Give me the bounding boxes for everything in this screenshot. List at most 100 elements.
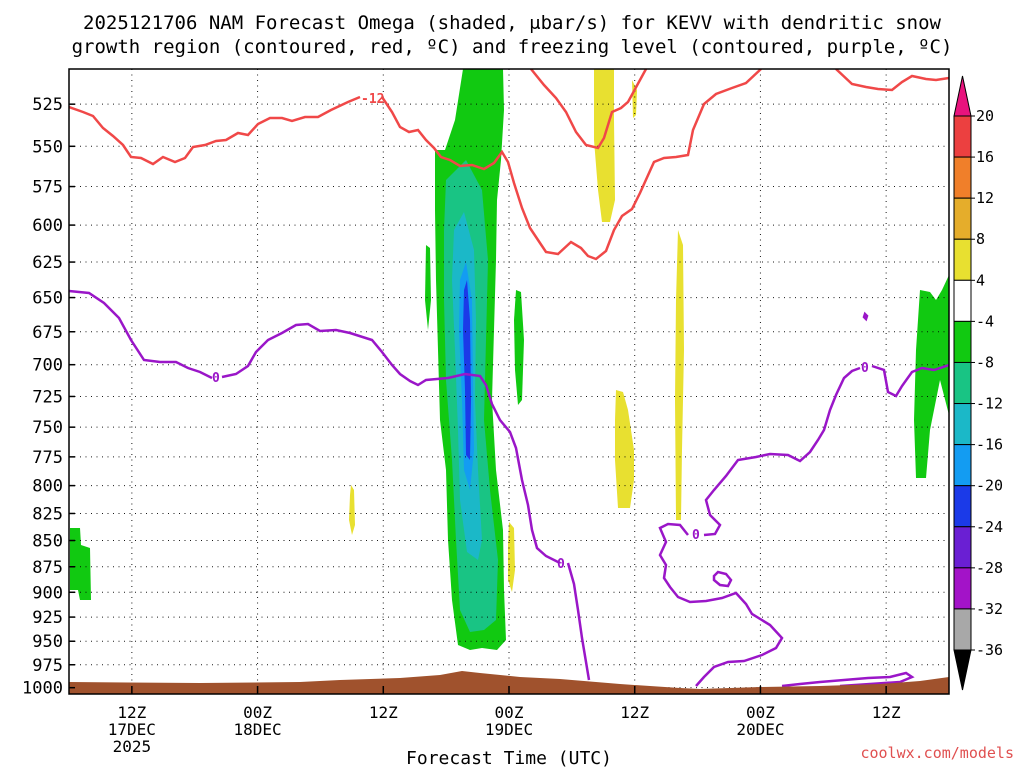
y-tick-label: 700 (32, 356, 63, 376)
dgz-contour-line-2 (380, 69, 762, 261)
x-tick-label: 12Z (369, 703, 398, 722)
y-tick-label: 775 (32, 448, 63, 468)
colorbar-label: -12 (976, 395, 1003, 413)
dgz-contour-label: -12 (361, 92, 384, 107)
y-tick-label: 600 (32, 216, 63, 236)
omega-area-green-mid (514, 290, 524, 405)
x-tick-label: 12Z (872, 703, 901, 722)
colorbar-top-triangle (953, 75, 972, 117)
y-tick-label: 975 (32, 656, 63, 676)
y-tick-label: 550 (32, 137, 63, 157)
dgz-contour-line-3 (530, 69, 648, 150)
freezing-contour-line-7 (712, 570, 733, 588)
colorbar-box (953, 115, 972, 158)
freezing-contour-line-1 (69, 289, 213, 380)
omega-area-green-right (914, 275, 949, 478)
y-axis: 525 550 575 600 625 650 675 700 725 750 775 800 825 8… (22, 95, 75, 699)
colorbar-box (953, 403, 972, 446)
x-axis-label: Forecast Time (UTC) (406, 748, 612, 768)
freezing-contour-label-1: 0 (212, 371, 220, 386)
chart-title-line2: growth region (contoured, red, ºC) and f… (72, 36, 953, 58)
colorbar-box (953, 238, 972, 281)
colorbar-label: 8 (976, 230, 985, 248)
colorbar-label: -20 (976, 477, 1003, 495)
x-tick-label: 18DEC (233, 720, 281, 739)
colorbar-label: -8 (976, 353, 994, 371)
y-tick-label: 725 (32, 387, 63, 407)
omega-area-yellow-5 (349, 485, 355, 535)
y-tick-label: 650 (32, 289, 63, 309)
freezing-contour-line-5 (703, 366, 861, 537)
freezing-contour-label-2: 0 (557, 557, 565, 572)
ground-terrain (69, 671, 949, 694)
colorbar-box (953, 156, 972, 199)
colorbar-label: 16 (976, 148, 994, 166)
freezing-contour-line-8 (781, 671, 915, 688)
omega-area-yellow-1 (594, 69, 615, 222)
colorbar-label: 20 (976, 107, 994, 125)
omega-shading (70, 69, 949, 650)
x-tick-label: 12Z (117, 703, 146, 722)
y-tick-label: 925 (32, 608, 63, 628)
colorbar-box (953, 320, 972, 363)
omega-area-green-small (425, 245, 431, 330)
y-tick-label: 825 (32, 504, 63, 524)
y-tick-label: 625 (32, 253, 63, 273)
freezing-level-contours (69, 289, 949, 688)
y-tick-label: 800 (32, 477, 63, 497)
y-tick-label: 950 (32, 632, 63, 652)
x-tick-label: 00Z (495, 703, 524, 722)
y-tick-label: 850 (32, 532, 63, 552)
freezing-contour-line-4 (658, 522, 784, 687)
freezing-contour-line-3 (566, 562, 591, 681)
colorbar-box (953, 279, 972, 322)
colorbar-box (953, 526, 972, 569)
x-tick-label: 00Z (243, 703, 272, 722)
x-tick-label: 19DEC (485, 720, 533, 739)
x-tick-label: 00Z (746, 703, 775, 722)
colorbar-box (953, 197, 972, 240)
y-tick-label: 575 (32, 178, 63, 198)
y-tick-label: 1000 (22, 679, 63, 699)
dgz-contour-line-4 (835, 69, 949, 92)
omega-area-yellow-3 (675, 230, 684, 520)
colorbar-label: -28 (976, 559, 1003, 577)
colorbar-label: 12 (976, 189, 994, 207)
colorbar-box (953, 567, 972, 610)
watermark: coolwx.com/models (860, 744, 1014, 762)
y-tick-label: 900 (32, 583, 63, 603)
colorbar-label: -4 (976, 312, 994, 330)
freezing-contour-label-3: 0 (692, 528, 700, 543)
colorbar-box (953, 361, 972, 405)
dgz-contour-line-1 (69, 95, 361, 166)
y-tick-label: 750 (32, 418, 63, 438)
chart-title-line1: 2025121706 NAM Forecast Omega (shaded, μ… (83, 12, 941, 34)
dgz-contours (69, 69, 949, 261)
x-tick-label: 12Z (620, 703, 649, 722)
y-tick-label: 875 (32, 558, 63, 578)
x-tick-label: 2025 (113, 737, 152, 756)
colorbar-bottom-triangle (953, 649, 972, 691)
freezing-contour-line-9 (862, 311, 869, 322)
colorbar-label: -32 (976, 600, 1003, 618)
omega-area-green-left (70, 528, 91, 600)
colorbar-label: -24 (976, 518, 1003, 536)
freezing-contour-line-6 (871, 363, 949, 398)
x-tick-label: 17DEC (108, 720, 156, 739)
omega-area-yellow-6 (508, 522, 515, 592)
colorbar-label: -16 (976, 436, 1003, 454)
freezing-contour-label-4: 0 (861, 361, 869, 376)
y-tick-label: 675 (32, 323, 63, 343)
x-tick-label: 20DEC (736, 720, 784, 739)
colorbar: 20 16 12 8 4 -4 -8 -12 -16 -20 -24 -28 -32 -36 (953, 75, 1003, 691)
y-tick-label: 525 (32, 95, 63, 115)
omega-area-darkblue (463, 280, 471, 460)
colorbar-box (953, 608, 972, 651)
colorbar-label: 4 (976, 271, 985, 289)
colorbar-box (953, 485, 972, 528)
colorbar-label: -36 (976, 641, 1003, 659)
omega-area-yellow-4 (615, 390, 634, 508)
freezing-contour-line-2 (221, 322, 561, 565)
